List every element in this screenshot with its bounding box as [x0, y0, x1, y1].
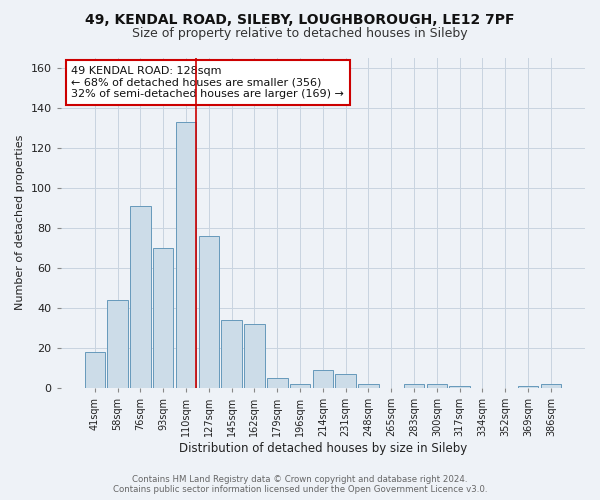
Bar [290, 384, 310, 388]
X-axis label: Distribution of detached houses by size in Sileby: Distribution of detached houses by size … [179, 442, 467, 455]
Bar [176, 122, 196, 388]
Text: 49 KENDAL ROAD: 128sqm
← 68% of detached houses are smaller (356)
32% of semi-de: 49 KENDAL ROAD: 128sqm ← 68% of detached… [71, 66, 344, 99]
Bar [541, 384, 561, 388]
Text: Size of property relative to detached houses in Sileby: Size of property relative to detached ho… [132, 28, 468, 40]
Bar [221, 320, 242, 388]
Text: Contains HM Land Registry data © Crown copyright and database right 2024.
Contai: Contains HM Land Registry data © Crown c… [113, 474, 487, 494]
Y-axis label: Number of detached properties: Number of detached properties [15, 135, 25, 310]
Bar [335, 374, 356, 388]
Bar [153, 248, 173, 388]
Bar [107, 300, 128, 388]
Bar [427, 384, 447, 388]
Bar [358, 384, 379, 388]
Bar [313, 370, 333, 388]
Bar [130, 206, 151, 388]
Bar [267, 378, 287, 388]
Bar [404, 384, 424, 388]
Bar [244, 324, 265, 388]
Text: 49, KENDAL ROAD, SILEBY, LOUGHBOROUGH, LE12 7PF: 49, KENDAL ROAD, SILEBY, LOUGHBOROUGH, L… [85, 12, 515, 26]
Bar [518, 386, 538, 388]
Bar [85, 352, 105, 388]
Bar [449, 386, 470, 388]
Bar [199, 236, 219, 388]
